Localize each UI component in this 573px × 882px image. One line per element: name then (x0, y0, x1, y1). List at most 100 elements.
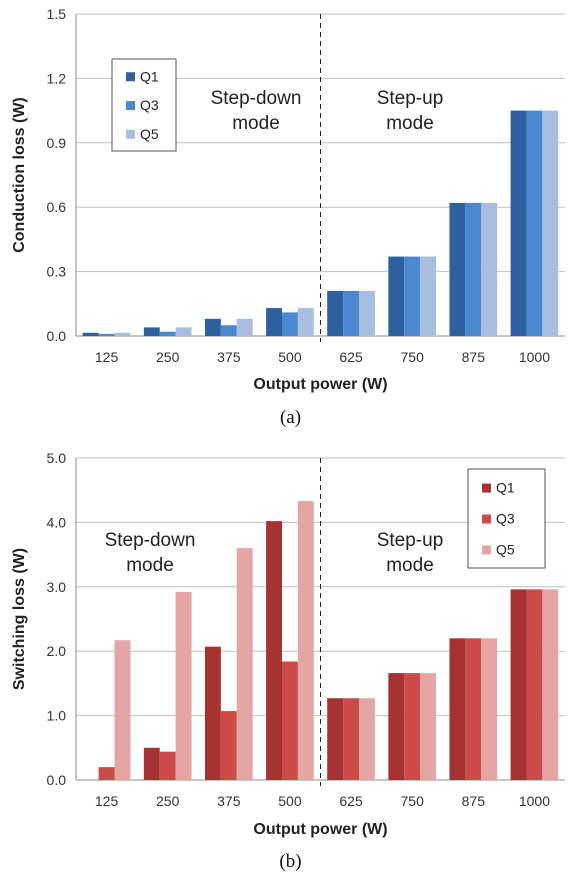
chart-a-caption: (a) (280, 407, 301, 428)
region-label-line: Step-down (105, 530, 196, 551)
x-tick-label: 625 (339, 349, 363, 365)
bar-q3-375 (220, 325, 237, 336)
bar-q1-500 (266, 308, 282, 336)
chart-b-bars (98, 501, 559, 780)
region-label-line: mode (126, 555, 174, 576)
chart-a-region-label-left: Step-down mode (211, 88, 302, 134)
bar-q5-500 (297, 501, 314, 780)
region-label-line: mode (386, 113, 434, 134)
bar-q1-125 (82, 332, 99, 336)
bar-q5-625 (359, 698, 375, 780)
legend-swatch-q1 (126, 72, 135, 82)
legend-box (111, 58, 177, 152)
bar-q5-750 (420, 673, 437, 780)
chart-b-region-label-left: Step-down mode (105, 530, 196, 576)
y-tick-label: 0.3 (47, 264, 67, 280)
y-tick-label: 1.5 (47, 6, 67, 22)
legend-swatch-q5 (482, 545, 491, 555)
y-tick-label: 2.0 (47, 643, 67, 659)
bar-q5-375 (236, 548, 253, 780)
chart-b-x-axis-label: Output power (W) (253, 821, 387, 838)
x-tick-label: 125 (95, 349, 119, 365)
bar-q3-500 (281, 312, 298, 336)
bar-q5-1000 (542, 110, 559, 336)
chart-a-legend: Q1 Q3 Q5 (111, 58, 177, 152)
legend-label-q3: Q3 (496, 511, 515, 527)
bar-q1-375 (204, 318, 221, 336)
bar-q1-1000 (510, 589, 527, 780)
x-tick-label: 875 (462, 349, 486, 365)
chart-a-bars (82, 110, 559, 336)
legend-swatch-q1 (482, 483, 491, 493)
bar-q3-750 (404, 673, 421, 780)
bar-q3-250 (159, 751, 176, 780)
y-tick-label: 1.2 (47, 70, 67, 86)
bar-q3-1000 (526, 110, 543, 336)
y-tick-label: 4.0 (47, 514, 67, 530)
x-tick-label: 500 (278, 793, 302, 809)
y-tick-label: 3.0 (47, 579, 67, 595)
x-tick-label: 750 (401, 793, 425, 809)
region-label-line: Step-down (211, 88, 302, 109)
bar-q5-500 (297, 308, 314, 336)
x-tick-label: 875 (462, 793, 486, 809)
y-tick-label: 5.0 (47, 450, 67, 466)
bar-q1-250 (143, 327, 160, 336)
bar-q1-375 (204, 646, 221, 780)
bar-q5-875 (481, 202, 498, 336)
chart-b-switching-loss: 0.0 1.0 2.0 3.0 4.0 5.0 125 250 375 500 625 750 875… (11, 450, 565, 872)
legend-swatch-q3 (126, 101, 135, 110)
x-tick-label: 750 (401, 349, 425, 365)
legend-label-q1: Q1 (496, 480, 515, 496)
bar-q5-875 (481, 638, 498, 780)
region-label-line: mode (386, 555, 434, 576)
x-tick-label: 625 (339, 793, 363, 809)
region-label-line: Step-up (377, 88, 444, 109)
chart-a-x-ticks: 125 250 375 500 625 750 875 1000 (95, 349, 550, 365)
y-tick-label: 0.9 (47, 135, 67, 151)
x-tick-label: 375 (217, 349, 241, 365)
chart-a-x-axis-label: Output power (W) (253, 376, 387, 393)
bar-q5-375 (236, 318, 253, 336)
y-tick-label: 0.0 (47, 328, 67, 344)
chart-a-y-axis-label: Conduction loss (W) (11, 97, 28, 253)
bar-q3-625 (343, 698, 360, 780)
chart-a-region-label-right: Step-up mode (377, 88, 444, 134)
bar-q1-625 (327, 698, 344, 780)
bar-q1-875 (449, 202, 466, 336)
bar-q5-125 (114, 640, 131, 780)
bar-q3-875 (465, 638, 482, 780)
y-tick-label: 0.0 (47, 772, 67, 788)
bar-q1-500 (266, 521, 282, 780)
legend-swatch-q3 (482, 514, 491, 524)
legend-label-q3: Q3 (140, 97, 159, 113)
bar-q5-625 (359, 290, 375, 336)
bar-q5-250 (175, 591, 192, 780)
x-tick-label: 250 (156, 793, 180, 809)
bar-q1-250 (143, 747, 160, 780)
y-tick-label: 0.6 (47, 199, 67, 215)
bar-q1-625 (327, 290, 344, 336)
bar-q3-125 (98, 767, 115, 780)
chart-b-y-axis-label: Switching loss (W) (11, 548, 28, 690)
chart-b-x-ticks: 125 250 375 500 625 750 875 1000 (95, 793, 550, 809)
bar-q5-250 (175, 327, 192, 336)
bar-q1-750 (388, 256, 405, 336)
bar-q3-500 (281, 661, 298, 780)
bar-q5-125 (114, 332, 131, 336)
legend-label-q5: Q5 (496, 541, 515, 557)
x-tick-label: 500 (278, 349, 302, 365)
x-tick-label: 1000 (519, 793, 550, 809)
x-tick-label: 250 (156, 349, 180, 365)
legend-swatch-q5 (126, 129, 135, 139)
region-label-line: Step-up (377, 530, 444, 551)
bar-q3-1000 (526, 589, 543, 780)
bar-q3-875 (465, 202, 482, 336)
chart-b-y-ticks: 0.0 1.0 2.0 3.0 4.0 5.0 (47, 450, 67, 788)
x-tick-label: 125 (95, 793, 119, 809)
x-tick-label: 1000 (519, 349, 550, 365)
chart-b-legend: Q1 Q3 Q5 (467, 468, 546, 569)
legend-box (467, 468, 546, 569)
bar-q3-375 (220, 711, 237, 780)
